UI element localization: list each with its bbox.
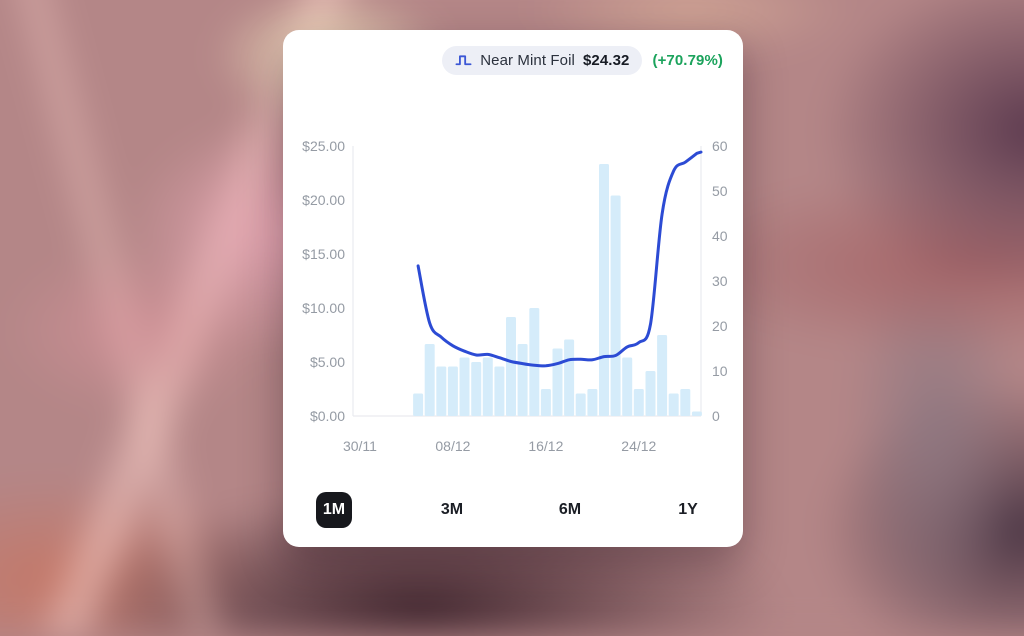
volume-bar — [575, 393, 586, 416]
volume-bar — [540, 389, 551, 416]
volume-bar — [587, 389, 598, 416]
volume-bar — [552, 348, 563, 416]
y-axis-label-left: $5.00 — [309, 354, 345, 370]
volume-bar — [691, 411, 702, 416]
volume-bar — [517, 344, 528, 416]
y-axis-label-right: 10 — [712, 363, 728, 379]
volume-bar — [645, 371, 656, 416]
y-axis-label-right: 40 — [712, 228, 728, 244]
x-axis-label: 30/11 — [342, 438, 377, 454]
volume-bar — [564, 339, 575, 416]
current-price: $24.32 — [582, 52, 630, 69]
y-axis-label-left: $0.00 — [309, 408, 345, 424]
y-axis-label-left: $10.00 — [302, 300, 345, 316]
price-change-percent: (+70.79%) — [652, 52, 723, 69]
range-button-1m[interactable]: 1M — [316, 492, 352, 528]
y-axis-label-left: $20.00 — [302, 192, 345, 208]
series-name: Near Mint Foil — [480, 52, 575, 69]
volume-bar — [471, 362, 482, 416]
volume-bar — [436, 366, 447, 416]
volume-bar — [680, 389, 691, 416]
volume-bar — [447, 366, 458, 416]
chart-area: $25.00 $20.00 $15.00 $10.00 $5.00 $0.00 60 50 40… — [283, 30, 743, 547]
y-axis-label-right: 0 — [712, 408, 720, 424]
series-pill: Near Mint Foil $24.32 — [442, 46, 643, 75]
y-axis-label-right: 20 — [712, 318, 728, 334]
y-axis-label-right: 30 — [712, 273, 728, 289]
range-buttons: 1M 3M 6M 1Y — [316, 492, 706, 528]
range-button-1y[interactable]: 1Y — [670, 492, 706, 528]
y-axis-label-left: $25.00 — [302, 138, 345, 154]
volume-bar — [494, 366, 505, 416]
x-axis-label: 24/12 — [621, 438, 657, 454]
chart-header: Near Mint Foil $24.32 (+70.79%) — [442, 46, 723, 75]
price-line — [416, 150, 703, 368]
price-volume-chart[interactable] — [283, 30, 743, 547]
volume-bar — [459, 357, 470, 416]
volume-bar — [633, 389, 644, 416]
range-button-6m[interactable]: 6M — [552, 492, 588, 528]
pulse-wave-icon — [455, 55, 472, 66]
x-axis-label: 16/12 — [528, 438, 564, 454]
volume-bar — [599, 164, 609, 416]
range-button-3m[interactable]: 3M — [434, 492, 470, 528]
volume-bar — [657, 335, 668, 416]
volume-bar — [622, 357, 633, 416]
volume-bar — [668, 393, 679, 416]
y-axis-label-right: 60 — [712, 138, 728, 154]
volume-bar — [506, 317, 516, 416]
x-axis-label: 08/12 — [435, 438, 471, 454]
volume-bar — [413, 393, 424, 416]
y-axis-label-right: 50 — [712, 183, 728, 199]
volume-bar — [529, 308, 540, 416]
price-chart-card: Near Mint Foil $24.32 (+70.79%) $25.00 $2… — [283, 30, 743, 547]
volume-bar — [424, 344, 435, 416]
volume-bar — [610, 195, 621, 416]
volume-bar — [482, 357, 493, 416]
y-axis-label-left: $15.00 — [302, 246, 345, 262]
